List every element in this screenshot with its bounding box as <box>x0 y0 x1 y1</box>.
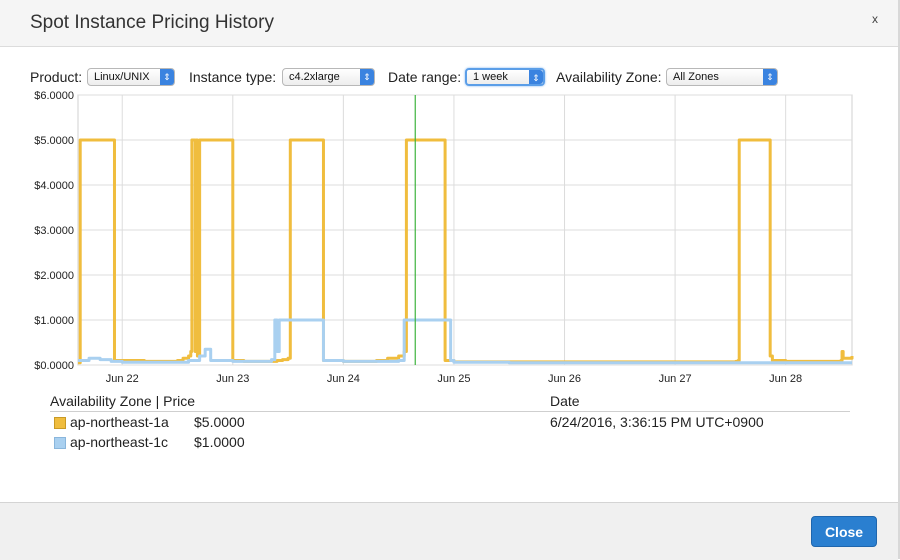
legend-header: Availability Zone | Price Date <box>50 393 850 412</box>
y-tick-label: $5.0000 <box>34 135 74 147</box>
series-line <box>78 318 852 365</box>
close-icon[interactable]: x <box>872 12 878 26</box>
pricing-chart[interactable]: $0.0000 $1.0000 $2.0000 $3.0000 $4.0000 $5.00… <box>0 88 900 388</box>
dialog-border <box>898 0 900 559</box>
legend-swatch <box>54 417 66 429</box>
select-arrow-icon: ⇕ <box>360 69 374 85</box>
x-tick-label: Jun 26 <box>548 373 581 385</box>
y-tick-label: $3.0000 <box>34 225 74 237</box>
instance-type-select[interactable]: c4.2xlarge ⇕ <box>282 68 375 86</box>
date-range-label: Date range: <box>388 69 462 85</box>
dialog-title: Spot Instance Pricing History <box>30 12 274 33</box>
legend-date-value: 6/24/2016, 3:36:15 PM UTC+0900 <box>550 414 764 430</box>
instance-type-value: c4.2xlarge <box>289 71 340 83</box>
product-value: Linux/UNIX <box>94 71 150 83</box>
dialog-header: Spot Instance Pricing History x <box>0 0 898 47</box>
series-line <box>78 138 854 365</box>
select-arrow-icon: ⇕ <box>529 70 543 84</box>
legend-zone: ap-northeast-1c <box>70 434 169 450</box>
y-tick-label: $6.0000 <box>34 90 74 102</box>
x-tick-label: Jun 22 <box>106 373 139 385</box>
legend-swatch <box>54 437 66 449</box>
dialog-footer <box>0 502 898 560</box>
availability-zone-label: Availability Zone: <box>556 69 662 85</box>
legend-date-header: Date <box>550 393 580 409</box>
product-label: Product: <box>30 69 83 85</box>
close-button[interactable]: Close <box>811 516 877 547</box>
availability-zone-value: All Zones <box>673 71 719 83</box>
date-range-select[interactable]: 1 week ⇕ <box>465 68 545 86</box>
date-range-value: 1 week <box>473 71 508 83</box>
x-tick-label: Jun 24 <box>327 373 360 385</box>
y-tick-label: $2.0000 <box>34 270 74 282</box>
instance-type-label: Instance type: <box>189 69 277 85</box>
legend-zone: ap-northeast-1a <box>70 414 169 430</box>
y-tick-label: $4.0000 <box>34 180 74 192</box>
product-select[interactable]: Linux/UNIX ⇕ <box>87 68 175 86</box>
x-tick-label: Jun 25 <box>437 373 470 385</box>
x-tick-label: Jun 28 <box>769 373 802 385</box>
select-arrow-icon: ⇕ <box>160 69 174 85</box>
legend-price: $5.0000 <box>194 414 245 430</box>
legend-price: $1.0000 <box>194 434 245 450</box>
legend-zone-price-header: Availability Zone | Price <box>50 393 195 409</box>
availability-zone-select[interactable]: All Zones ⇕ <box>666 68 778 86</box>
y-tick-label: $0.0000 <box>34 360 74 372</box>
x-tick-label: Jun 27 <box>659 373 692 385</box>
select-arrow-icon: ⇕ <box>763 69 777 85</box>
y-tick-label: $1.0000 <box>34 315 74 327</box>
x-tick-label: Jun 23 <box>216 373 249 385</box>
